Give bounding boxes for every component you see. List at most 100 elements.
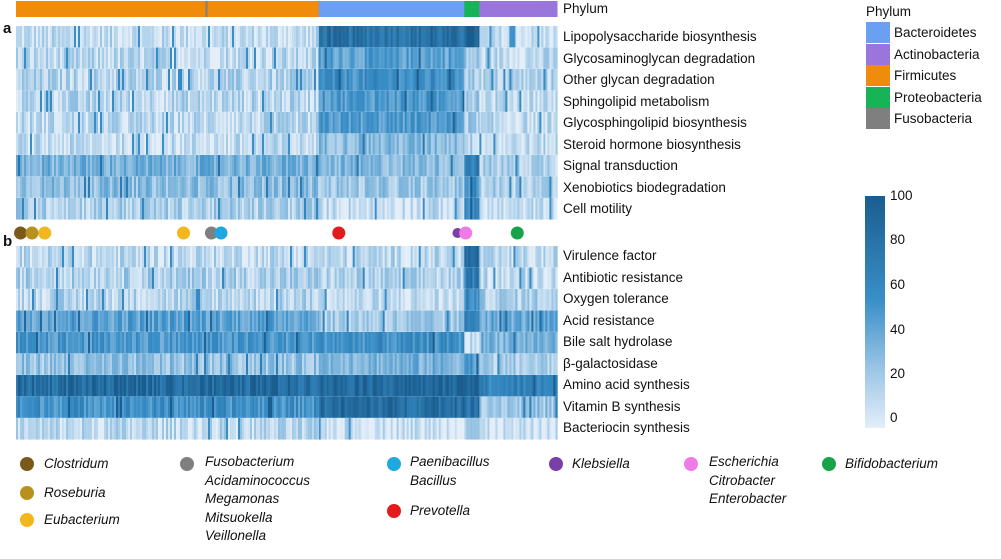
heatmap-cell — [20, 47, 23, 70]
heatmap-cell — [396, 246, 399, 268]
heatmap-cell — [316, 375, 319, 397]
heatmap-cell — [507, 246, 510, 268]
heatmap-cell — [182, 332, 185, 354]
heatmap-cell — [226, 155, 229, 177]
heatmap-cell — [78, 26, 81, 48]
heatmap-cell — [210, 375, 213, 397]
heatmap-cell — [406, 198, 409, 220]
heatmap-cell — [458, 418, 461, 440]
heatmap-cell — [340, 375, 343, 397]
heatmap-cell — [168, 198, 171, 220]
heatmap-cell — [174, 155, 177, 177]
heatmap-cell — [533, 198, 536, 220]
heatmap-cell — [491, 246, 494, 268]
heatmap-cell — [132, 133, 135, 156]
heatmap-cell — [468, 133, 471, 156]
heatmap-cell — [26, 332, 29, 354]
heatmap-cell — [372, 198, 375, 220]
heatmap-cell — [276, 289, 279, 311]
heatmap-cell — [72, 396, 75, 419]
heatmap-cell — [174, 26, 177, 48]
heatmap-cell — [186, 375, 189, 397]
heatmap-cell — [408, 375, 411, 397]
heatmap-cell — [378, 310, 381, 333]
heatmap-cell — [148, 289, 151, 311]
heatmap-cell — [400, 90, 403, 113]
heatmap-cell — [350, 267, 353, 290]
heatmap-cell — [551, 155, 554, 177]
heatmap-cell — [495, 353, 498, 376]
heatmap-cell — [104, 176, 107, 199]
heatmap-cell — [356, 133, 359, 156]
heatmap-cell — [452, 26, 455, 48]
heatmap-cell — [222, 332, 225, 354]
heatmap-cell — [370, 310, 373, 333]
heatmap-cell — [543, 155, 546, 177]
heatmap-cell — [208, 112, 211, 134]
heatmap-cell — [278, 90, 281, 113]
heatmap-cell — [418, 198, 421, 220]
heatmap-cell — [352, 155, 355, 177]
heatmap-cell — [162, 418, 165, 440]
heatmap-cell — [340, 246, 343, 268]
heatmap-cell — [464, 375, 467, 397]
heatmap-cell — [280, 26, 283, 48]
heatmap-cell — [440, 375, 443, 397]
heatmap-cell — [298, 90, 301, 113]
heatmap-cell — [438, 396, 441, 419]
heatmap-cell — [470, 418, 473, 440]
heatmap-cell — [466, 176, 469, 199]
heatmap-cell — [328, 246, 331, 268]
heatmap-cell — [495, 90, 498, 113]
heatmap-cell — [539, 246, 542, 268]
heatmap-cell — [66, 176, 69, 199]
heatmap-cell — [541, 332, 544, 354]
heatmap-cell — [382, 198, 385, 220]
heatmap-cell — [258, 396, 261, 419]
heatmap-cell — [362, 418, 365, 440]
heatmap-cell — [322, 332, 325, 354]
heatmap-cell — [22, 69, 25, 91]
heatmap-cell — [196, 90, 199, 113]
heatmap-cell — [346, 396, 349, 419]
heatmap-cell — [148, 112, 151, 134]
heatmap-cell — [78, 353, 81, 376]
heatmap-cell — [300, 267, 303, 290]
heatmap-cell — [290, 396, 293, 419]
heatmap-cell — [172, 353, 175, 376]
heatmap-cell — [555, 133, 558, 156]
heatmap-cell — [412, 396, 415, 419]
heatmap-cell — [190, 396, 193, 419]
heatmap-cell — [402, 375, 405, 397]
heatmap-cell — [254, 47, 257, 70]
heatmap-cell — [36, 267, 39, 290]
heatmap-cell — [106, 176, 109, 199]
heatmap-cell — [230, 26, 233, 48]
heatmap-cell — [88, 246, 91, 268]
heatmap-cell — [230, 47, 233, 70]
heatmap-cell — [493, 375, 496, 397]
heatmap-cell — [84, 26, 87, 48]
heatmap-cell — [485, 133, 488, 156]
heatmap-cell — [346, 246, 349, 268]
heatmap-cell — [476, 310, 479, 333]
heatmap-cell — [448, 375, 451, 397]
heatmap-cell — [80, 176, 83, 199]
heatmap-cell — [58, 246, 61, 268]
heatmap-cell — [553, 267, 556, 290]
heatmap-cell — [208, 396, 211, 419]
heatmap-cell — [390, 90, 393, 113]
heatmap-cell — [164, 375, 167, 397]
heatmap-cell — [418, 289, 421, 311]
heatmap-cell — [543, 246, 546, 268]
heatmap-cell — [543, 418, 546, 440]
heatmap-cell — [442, 396, 445, 419]
heatmap-cell — [296, 112, 299, 134]
heatmap-cell — [256, 353, 259, 376]
heatmap-cell — [34, 176, 37, 199]
heatmap-cell — [555, 375, 558, 397]
heatmap-cell — [326, 90, 329, 113]
heatmap-cell — [284, 155, 287, 177]
heatmap-cell — [30, 90, 33, 113]
heatmap-cell — [92, 90, 95, 113]
